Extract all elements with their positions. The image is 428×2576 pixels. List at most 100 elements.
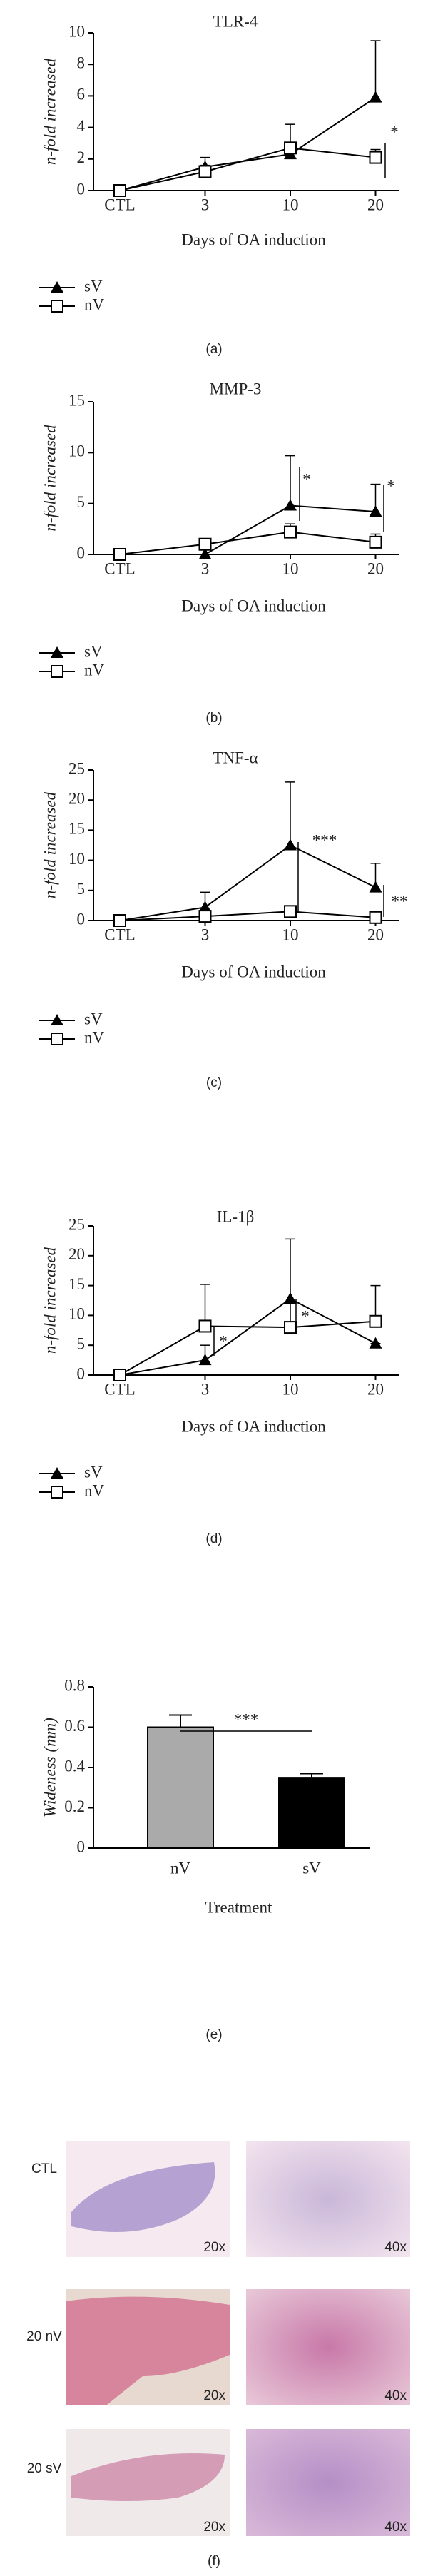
y-tick-label: 15 <box>68 391 85 409</box>
y-tick-label: 25 <box>68 1215 85 1233</box>
y-tick-label: 0.6 <box>64 1717 85 1735</box>
y-tick-label: 6 <box>77 86 86 103</box>
x-tick-label: 3 <box>201 1380 210 1398</box>
y-tick-label: 15 <box>68 1275 85 1293</box>
legend-marker <box>51 1033 63 1045</box>
legend-marker <box>51 646 63 658</box>
panel-label: (a) <box>205 342 222 357</box>
x-axis-label: Days of OA induction <box>181 230 326 248</box>
point <box>284 1292 297 1304</box>
annotation: * <box>390 123 399 141</box>
x-axis-label: Days of OA induction <box>181 1417 326 1435</box>
legend-marker <box>51 665 63 678</box>
legend-label: nV <box>84 1481 105 1499</box>
legend-label: nV <box>84 1028 105 1046</box>
series-line <box>119 1297 376 1376</box>
x-tick-label: 20 <box>367 1380 384 1398</box>
point <box>198 1319 212 1333</box>
point <box>198 1354 212 1366</box>
series-line <box>120 504 376 555</box>
x-tick-label: 3 <box>201 926 210 943</box>
point <box>369 1337 382 1349</box>
x-tick-label: 10 <box>282 559 299 577</box>
series-line <box>119 1320 376 1376</box>
y-tick-label: 5 <box>77 493 86 511</box>
chart-title: TNF-α <box>213 749 258 766</box>
magnification: 20x <box>203 2388 225 2403</box>
y-tick-label: 20 <box>68 1245 85 1263</box>
point <box>369 911 382 924</box>
x-tick-label: 10 <box>282 196 299 213</box>
series-line <box>119 844 376 921</box>
x-tick-label: sV <box>302 1859 321 1877</box>
tissue <box>66 2296 230 2405</box>
y-tick-label: 0.2 <box>64 1797 85 1815</box>
point <box>113 1369 126 1381</box>
tissue <box>71 2162 215 2232</box>
point <box>369 535 382 549</box>
point <box>284 499 297 511</box>
point <box>198 165 212 178</box>
panel-label: (f) <box>208 2554 220 2569</box>
point <box>113 548 126 561</box>
point <box>369 505 382 517</box>
legend-marker <box>51 1486 63 1499</box>
y-tick-label: 4 <box>77 117 86 135</box>
x-axis-label: Treatment <box>205 1898 272 1916</box>
x-tick-label: nV <box>170 1859 191 1877</box>
x-tick-label: CTL <box>104 196 135 213</box>
x-tick-label: 3 <box>201 196 210 213</box>
point <box>369 91 382 103</box>
y-tick-label: 5 <box>77 880 86 898</box>
annotation: * <box>302 470 311 488</box>
y-tick-label: 20 <box>68 789 85 807</box>
point <box>198 901 212 913</box>
x-tick-label: 20 <box>367 196 384 213</box>
legend-label: sV <box>84 1010 103 1028</box>
x-axis-label: Days of OA induction <box>181 963 326 980</box>
y-tick-label: 0.4 <box>64 1757 85 1775</box>
y-tick-label: 10 <box>68 1305 85 1323</box>
y-axis-label: n-fold increased <box>41 1247 58 1354</box>
x-tick-label: 10 <box>282 926 299 943</box>
point <box>113 184 126 197</box>
point <box>284 838 297 851</box>
y-tick-label: 5 <box>77 1334 86 1352</box>
x-tick-label: 20 <box>367 926 384 943</box>
y-tick-label: 25 <box>68 759 85 777</box>
x-tick-label: 20 <box>367 559 384 577</box>
series-line <box>119 531 376 555</box>
y-axis-label: n-fold increased <box>41 425 58 532</box>
photo <box>246 2429 410 2536</box>
annotation: *** <box>312 831 337 849</box>
legend-label: sV <box>84 642 103 660</box>
series-line <box>119 96 377 191</box>
series-line <box>119 911 376 921</box>
annotation: *** <box>234 1710 259 1728</box>
photo <box>246 2141 410 2257</box>
annotation: * <box>219 1332 228 1350</box>
point <box>284 525 297 539</box>
annotation: ** <box>392 892 408 910</box>
annotation: * <box>387 477 395 495</box>
panel-label: (d) <box>205 1531 222 1546</box>
legend-marker <box>51 300 63 313</box>
photo <box>246 2289 410 2405</box>
point <box>198 548 212 559</box>
chart-title: MMP-3 <box>210 380 262 397</box>
y-tick-label: 15 <box>68 820 85 838</box>
point <box>369 1314 382 1328</box>
row-label: 20 nV <box>26 2329 62 2344</box>
point <box>284 905 297 918</box>
y-tick-label: 0.8 <box>64 1676 85 1694</box>
magnification: 20x <box>203 2520 225 2535</box>
magnification: 40x <box>384 2388 407 2403</box>
point <box>369 151 382 164</box>
x-tick-label: 3 <box>201 559 210 577</box>
y-axis-label: n-fold increased <box>41 791 58 898</box>
row-label: 20 sV <box>27 2461 62 2476</box>
y-tick-label: 0 <box>77 544 86 562</box>
panel-label: (b) <box>205 711 222 726</box>
